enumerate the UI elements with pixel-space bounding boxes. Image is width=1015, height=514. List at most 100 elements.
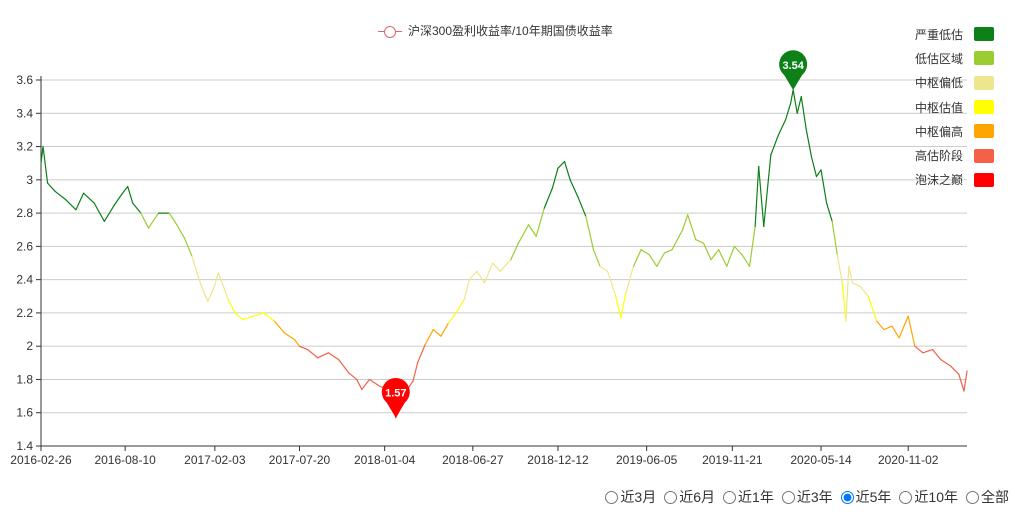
zone-color-swatch bbox=[974, 27, 995, 42]
series-segment bbox=[671, 229, 684, 251]
series-segment bbox=[222, 285, 229, 301]
range-option[interactable]: 近5年 bbox=[840, 487, 891, 507]
zone-color-swatch bbox=[974, 172, 995, 187]
series-segment bbox=[687, 214, 697, 241]
series-segment bbox=[46, 182, 56, 193]
time-range-selector[interactable]: 近3月 近6月 近1年 近3年 近5年 近10年 全部 bbox=[605, 487, 1009, 507]
y-tick-label: 1.4 bbox=[16, 439, 33, 453]
series-segment bbox=[132, 202, 142, 214]
series-segment bbox=[551, 167, 559, 189]
series-segment bbox=[577, 195, 587, 218]
series-segment bbox=[298, 345, 309, 351]
marker-label: 3.54 bbox=[782, 60, 804, 72]
series-segment bbox=[113, 192, 124, 206]
series-segment bbox=[234, 312, 244, 321]
marker-label: 1.57 bbox=[385, 388, 406, 400]
range-radio[interactable] bbox=[723, 490, 737, 504]
zone-legend-item: 低估区域 bbox=[915, 46, 995, 70]
series-segment bbox=[202, 289, 209, 302]
series-segment bbox=[640, 249, 650, 256]
range-option-label: 近3年 bbox=[796, 489, 833, 505]
series-segment bbox=[592, 249, 601, 267]
series-segment bbox=[748, 225, 756, 267]
series-segment bbox=[283, 332, 296, 341]
range-radio[interactable] bbox=[664, 490, 678, 504]
chart-legend[interactable]: 沪深300盈利收益率/10年期国债收益率 bbox=[378, 22, 613, 39]
series-segment bbox=[122, 185, 129, 194]
series-segment bbox=[40, 145, 44, 164]
series-segment bbox=[615, 295, 622, 319]
series-segment bbox=[217, 272, 225, 287]
series-segment bbox=[262, 312, 276, 322]
series-segment bbox=[831, 220, 838, 256]
series-segment bbox=[168, 212, 178, 226]
series-segment bbox=[620, 292, 627, 319]
range-radio[interactable] bbox=[605, 490, 619, 504]
series-segment bbox=[907, 315, 916, 347]
series-segment bbox=[348, 372, 358, 381]
series-segment bbox=[447, 312, 457, 324]
y-tick-label: 2.2 bbox=[16, 306, 33, 320]
range-radio[interactable] bbox=[899, 490, 913, 504]
range-radio[interactable] bbox=[966, 490, 979, 504]
series-segment bbox=[563, 160, 571, 181]
series-segment bbox=[455, 299, 465, 314]
series-segment bbox=[770, 134, 780, 156]
series-segment bbox=[682, 214, 689, 231]
series-segment bbox=[140, 212, 150, 229]
series-segment bbox=[306, 348, 319, 359]
range-radio[interactable] bbox=[781, 490, 795, 504]
marker-pin bbox=[381, 377, 410, 418]
series-segment bbox=[815, 169, 822, 178]
series-segment bbox=[412, 362, 419, 382]
x-tick-label: 2018-01-04 bbox=[354, 453, 416, 467]
series-segment bbox=[758, 165, 765, 227]
series-segment bbox=[147, 212, 160, 229]
series-segment bbox=[763, 154, 772, 227]
y-tick-label: 1.6 bbox=[16, 406, 33, 420]
series-segment bbox=[337, 358, 350, 374]
zone-color-swatch bbox=[974, 75, 995, 90]
series-segment bbox=[499, 259, 512, 272]
range-option[interactable]: 近3年 bbox=[781, 487, 833, 507]
series-segment bbox=[810, 155, 818, 178]
y-tick-label: 3.2 bbox=[16, 140, 33, 154]
x-tick-label: 2019-06-05 bbox=[616, 453, 678, 467]
series-segment bbox=[93, 202, 105, 223]
series-segment bbox=[510, 242, 520, 261]
series-segment bbox=[293, 338, 301, 347]
series-segment bbox=[845, 265, 850, 322]
series-segment bbox=[841, 282, 847, 322]
series-segment bbox=[656, 252, 666, 267]
range-option[interactable]: 近1年 bbox=[723, 487, 774, 507]
zone-legend-label: 泡沫之巅 bbox=[915, 173, 964, 188]
zone-legend-label: 中枢估值 bbox=[915, 100, 964, 115]
series-segment bbox=[227, 299, 236, 314]
range-option[interactable]: 全部 bbox=[966, 487, 1009, 507]
zone-color-swatch bbox=[974, 124, 995, 139]
series-segment bbox=[242, 315, 254, 321]
series-segment bbox=[695, 239, 705, 244]
series-segment bbox=[361, 378, 371, 391]
series-segment bbox=[718, 249, 728, 267]
series-segment bbox=[527, 224, 537, 237]
series-legend-label: 沪深300盈利收益率/10年期国债收益率 bbox=[408, 24, 613, 38]
zone-legend-item: 严重低估 bbox=[915, 22, 995, 46]
zone-legend-label: 中枢偏低 bbox=[915, 76, 964, 91]
series-segment bbox=[898, 315, 909, 339]
y-tick-label: 1.8 bbox=[16, 372, 33, 386]
x-tick-label: 2020-05-14 bbox=[790, 453, 852, 467]
range-option-label: 全部 bbox=[981, 489, 1009, 505]
x-tick-label: 2017-07-20 bbox=[269, 453, 331, 467]
series-segment bbox=[416, 343, 426, 364]
range-option[interactable]: 近3月 bbox=[605, 487, 656, 507]
series-segment bbox=[491, 262, 501, 272]
series-segment bbox=[777, 119, 787, 136]
series-segment bbox=[607, 270, 617, 297]
series-segment bbox=[65, 199, 77, 211]
range-option[interactable]: 近6月 bbox=[664, 487, 715, 507]
range-radio[interactable] bbox=[840, 490, 854, 504]
series-segment bbox=[213, 272, 219, 289]
range-option[interactable]: 近10年 bbox=[899, 487, 958, 507]
